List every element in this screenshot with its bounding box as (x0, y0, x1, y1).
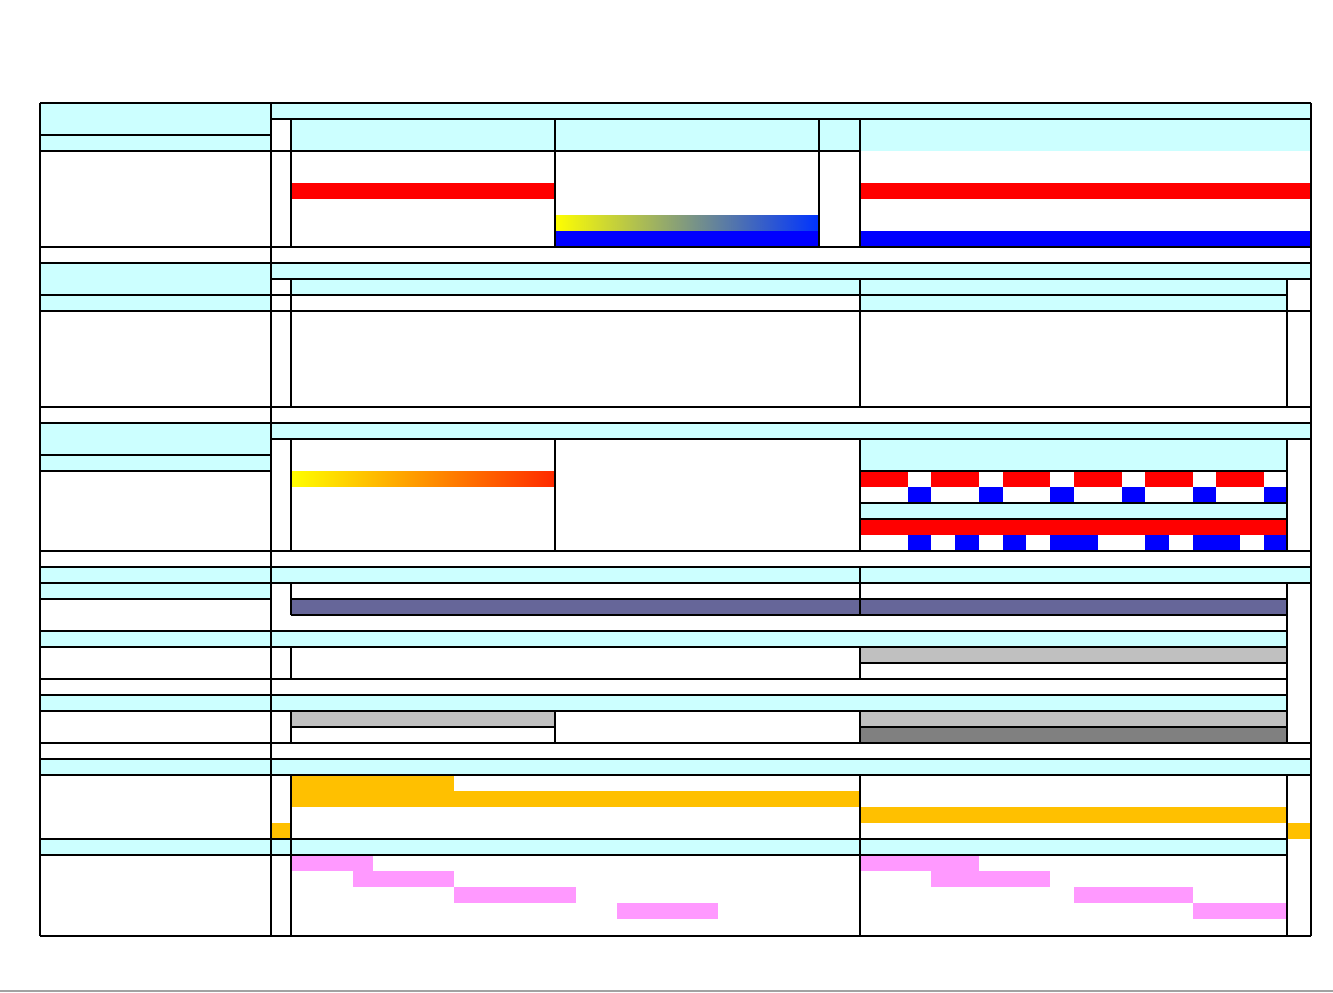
cell-fill (271, 823, 291, 839)
cell-fill (931, 871, 1050, 887)
cell-fill (291, 855, 373, 871)
cell-fill (40, 103, 271, 135)
cell-fill (271, 103, 1311, 119)
cell-fill (908, 487, 931, 503)
cell-fill (860, 439, 1287, 471)
cell-fill (291, 471, 555, 487)
cell-fill (908, 535, 931, 551)
cell-fill (291, 711, 555, 727)
cell-fill (1074, 887, 1193, 903)
cell-fill (40, 455, 271, 471)
cell-fill (454, 887, 576, 903)
cell-fill (40, 135, 271, 151)
cell-fill (860, 711, 1287, 727)
cell-fill (1003, 471, 1050, 487)
cell-fill (1050, 487, 1074, 503)
cell-fill (291, 183, 555, 199)
cell-fill (1287, 823, 1311, 839)
cell-fill (1050, 535, 1098, 551)
cell-fill (1193, 487, 1216, 503)
cell-fill (291, 135, 860, 151)
cell-fill (291, 791, 860, 807)
cell-fill (291, 599, 1287, 615)
cell-fill (931, 471, 979, 487)
cell-fill (555, 231, 819, 247)
cell-fill (40, 695, 1287, 711)
cell-fill (1122, 487, 1145, 503)
cell-fill (555, 119, 819, 135)
cell-fill (955, 535, 979, 551)
cell-fill (1264, 487, 1287, 503)
cell-fill (860, 231, 1311, 247)
cell-fill (860, 119, 1311, 151)
cell-fill (860, 567, 1311, 583)
cell-fill (40, 631, 1287, 647)
cell-fill (1264, 535, 1287, 551)
cell-fill (1193, 903, 1287, 919)
cell-borders (0, 102, 1333, 992)
cell-fill (40, 567, 271, 583)
cell-fill (1145, 535, 1169, 551)
cell-fill (40, 759, 1311, 775)
cell-fill (40, 839, 1287, 855)
cell-fills (40, 103, 1311, 919)
cell-fill (271, 423, 1311, 439)
cell-fill (271, 263, 1311, 279)
cell-fill (291, 279, 860, 295)
cell-fill (40, 295, 271, 311)
cell-fill (979, 487, 1003, 503)
cell-fill (40, 423, 271, 455)
cell-fill (353, 871, 454, 887)
cell-fill (860, 503, 1287, 519)
cell-fill (40, 583, 271, 599)
cell-fill (291, 119, 555, 135)
cell-fill (860, 471, 908, 487)
cell-fill (860, 647, 1287, 663)
cell-fill (271, 567, 860, 583)
cell-fill (860, 519, 1287, 535)
cell-fill (1216, 471, 1264, 487)
cell-fill (860, 183, 1311, 199)
cell-fill (860, 807, 1287, 823)
cell-fill (819, 119, 860, 135)
cell-fill (1003, 535, 1026, 551)
cell-fill (860, 855, 979, 871)
cell-fill (1193, 535, 1240, 551)
cell-fill (555, 215, 819, 231)
cell-fill (860, 727, 1287, 743)
cell-fill (1074, 471, 1122, 487)
cell-fill (1145, 471, 1193, 487)
cell-fill (40, 263, 271, 295)
cell-fill (617, 903, 718, 919)
cell-fill (291, 775, 454, 791)
